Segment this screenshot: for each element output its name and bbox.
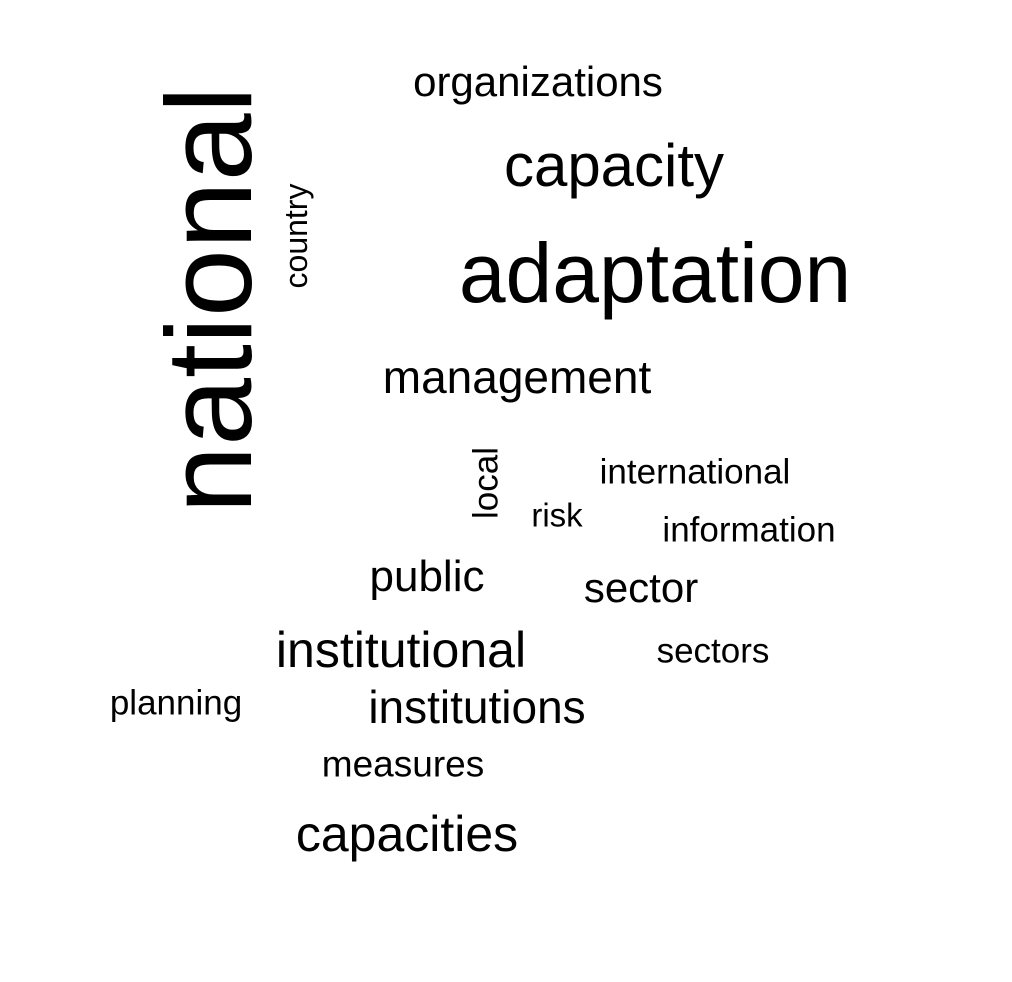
word-national: national	[141, 86, 277, 514]
word-management: management	[382, 351, 652, 403]
word-international: international	[599, 452, 791, 492]
word-institutional: institutional	[275, 622, 527, 678]
word-measures: measures	[321, 743, 485, 785]
word-sectors: sectors	[656, 631, 770, 671]
word-capacities: capacities	[295, 806, 519, 862]
word-sector: sector	[583, 564, 699, 611]
word-risk: risk	[531, 496, 583, 534]
word-planning: planning	[109, 683, 243, 723]
word-information: information	[662, 510, 836, 550]
word-capacity: capacity	[503, 132, 725, 199]
word-local: local	[466, 447, 506, 519]
word-public: public	[369, 552, 485, 601]
word-adaptation: adaptation	[458, 226, 852, 320]
word-country: country	[278, 183, 314, 289]
word-institutions: institutions	[368, 681, 586, 733]
word-organizations: organizations	[413, 58, 663, 105]
